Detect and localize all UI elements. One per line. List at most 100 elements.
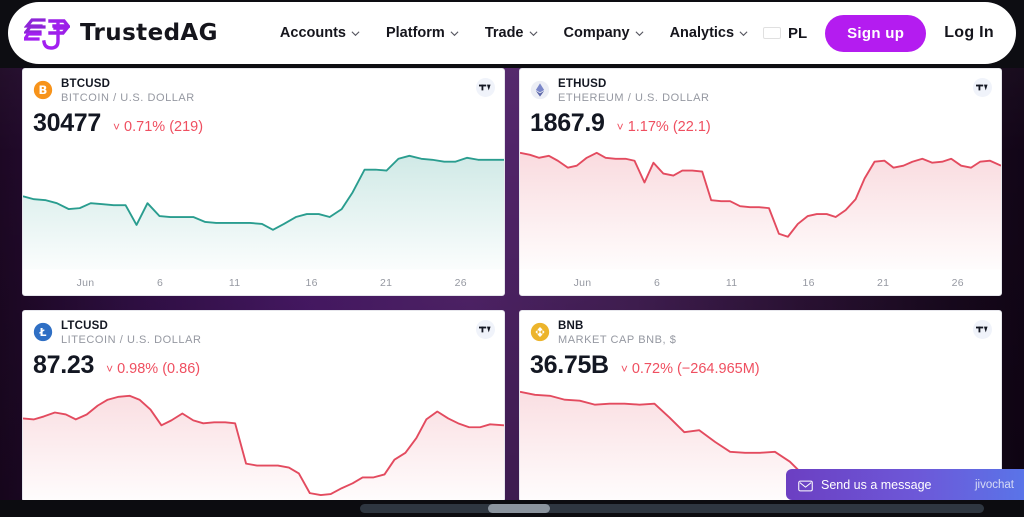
ticker-widget-grid: B BTCUSD BITCOIN / U.S. DOLLAR 30477 ˅ 0…: [22, 68, 1002, 502]
widget-title-row: B BTCUSD BITCOIN / U.S. DOLLAR: [33, 78, 494, 105]
widget-change-value: 0.71% (219): [124, 119, 204, 135]
horizontal-scrollbar-track[interactable]: [360, 504, 984, 513]
x-tick-label: 26: [454, 277, 467, 289]
horizontal-scrollbar-thumb[interactable]: [488, 504, 550, 513]
x-tick-label: 11: [228, 277, 241, 289]
flag-poland-icon: [762, 27, 781, 39]
chevron-down-icon: [635, 29, 644, 38]
widget-header: Ł LTCUSD LITECOIN / U.S. DOLLAR 87.23 ˅ …: [23, 311, 504, 380]
widget-description: BITCOIN / U.S. DOLLAR: [61, 92, 195, 104]
bitcoin-icon: B: [33, 80, 53, 100]
ticker-widget-btcusd[interactable]: B BTCUSD BITCOIN / U.S. DOLLAR 30477 ˅ 0…: [22, 68, 505, 296]
envelope-icon: [798, 479, 813, 491]
arrow-down-icon: ˅: [106, 362, 114, 376]
signup-button[interactable]: Sign up: [825, 14, 927, 52]
widget-header: B BTCUSD BITCOIN / U.S. DOLLAR 30477 ˅ 0…: [23, 69, 504, 138]
price-chart-ethusd: Jun 6 11 16 21 26: [520, 141, 1001, 295]
x-tick-label: 16: [305, 277, 318, 289]
language-code: PL: [787, 24, 808, 42]
chart-svg: [23, 154, 504, 270]
widget-price: 30477: [33, 109, 102, 137]
x-tick-label: 21: [877, 277, 890, 289]
widget-symbol: LTCUSD: [61, 320, 108, 332]
chart-area-fill: [23, 155, 504, 270]
widget-price: 87.23: [33, 351, 95, 379]
price-chart-ltcusd: [23, 383, 504, 501]
svg-text:Ł: Ł: [39, 326, 47, 339]
main-nav: Accounts Platform Trade Company: [280, 25, 748, 41]
widget-title-row: ETHUSD ETHEREUM / U.S. DOLLAR: [530, 78, 991, 105]
widget-change: ˅ 0.72% (−264.965M): [621, 361, 760, 377]
x-tick-label: 6: [654, 277, 661, 289]
brand-name: TrustedAG: [80, 20, 218, 46]
language-switcher[interactable]: PL: [762, 24, 808, 42]
arrow-down-icon: ˅: [113, 120, 121, 134]
nav-item-label: Platform: [385, 25, 445, 41]
nav-item-label: Company: [563, 25, 630, 41]
nav-item-label: Analytics: [669, 25, 735, 41]
litecoin-icon: Ł: [33, 322, 53, 342]
chart-svg: [520, 151, 1001, 270]
x-tick-label: 6: [157, 277, 164, 289]
widget-change-value: 1.17% (22.1): [627, 119, 711, 135]
chart-line: [23, 154, 504, 231]
x-tick-label: 26: [951, 277, 964, 289]
chevron-down-icon: [450, 29, 459, 38]
tradingview-icon[interactable]: [476, 320, 495, 339]
tradingview-icon[interactable]: [973, 78, 992, 97]
nav-item-company[interactable]: Company: [564, 25, 644, 41]
chat-widget-button[interactable]: Send us a message jivochat: [786, 469, 1024, 500]
widget-header: ETHUSD ETHEREUM / U.S. DOLLAR 1867.9 ˅ 1…: [520, 69, 1001, 138]
nav-item-platform[interactable]: Platform: [386, 25, 459, 41]
widget-header: BNB MARKET CAP BNB, $ 36.75B ˅ 0.72% (−2…: [520, 311, 1001, 380]
header-actions: PL Sign up Log In: [762, 14, 998, 52]
widget-price-row: 87.23 ˅ 0.98% (0.86): [33, 351, 494, 380]
x-tick-label: 16: [802, 277, 815, 289]
widget-change: ˅ 0.98% (0.86): [106, 361, 200, 377]
login-button[interactable]: Log In: [944, 24, 994, 41]
chart-svg: [23, 394, 504, 501]
widget-description: LITECOIN / U.S. DOLLAR: [61, 334, 202, 346]
widget-price-row: 36.75B ˅ 0.72% (−264.965M): [530, 351, 991, 380]
header-pill: TrustedAG Accounts Platform Trade: [8, 2, 1016, 64]
widget-description: ETHEREUM / U.S. DOLLAR: [558, 92, 710, 104]
x-tick-label: Jun: [573, 277, 592, 289]
chevron-down-icon: [739, 29, 748, 38]
widget-change: ˅ 1.17% (22.1): [617, 119, 711, 135]
svg-text:B: B: [39, 83, 48, 97]
ethereum-icon: [530, 80, 550, 100]
nav-item-accounts[interactable]: Accounts: [280, 25, 360, 41]
brand[interactable]: TrustedAG: [24, 13, 218, 53]
widget-price-row: 30477 ˅ 0.71% (219): [33, 109, 494, 138]
ticker-widget-ltcusd[interactable]: Ł LTCUSD LITECOIN / U.S. DOLLAR 87.23 ˅ …: [22, 310, 505, 502]
chart-x-axis: Jun 6 11 16 21 26: [23, 277, 504, 291]
chart-area-fill: [520, 152, 1001, 270]
widget-change-value: 0.98% (0.86): [117, 361, 201, 377]
tradingview-icon[interactable]: [973, 320, 992, 339]
arrow-down-icon: ˅: [620, 362, 628, 376]
tradingview-icon[interactable]: [476, 78, 495, 97]
x-tick-label: 11: [725, 277, 738, 289]
arrow-down-icon: ˅: [616, 120, 624, 134]
site-header: TrustedAG Accounts Platform Trade: [0, 0, 1024, 68]
browser-bottom-bar: [0, 500, 1024, 517]
chart-x-axis: Jun 6 11 16 21 26: [520, 277, 1001, 291]
chart-area-fill: [23, 395, 504, 501]
chat-widget-brand: jivochat: [975, 478, 1014, 491]
widget-symbol: BTCUSD: [61, 78, 111, 90]
nav-item-analytics[interactable]: Analytics: [670, 25, 748, 41]
widget-description: MARKET CAP BNB, $: [558, 334, 677, 346]
widget-price: 36.75B: [530, 351, 609, 379]
nav-item-trade[interactable]: Trade: [485, 25, 538, 41]
ticker-widget-ethusd[interactable]: ETHUSD ETHEREUM / U.S. DOLLAR 1867.9 ˅ 1…: [519, 68, 1002, 296]
widget-price-row: 1867.9 ˅ 1.17% (22.1): [530, 109, 991, 138]
x-tick-label: 21: [380, 277, 393, 289]
chevron-down-icon: [351, 29, 360, 38]
chevron-down-icon: [529, 29, 538, 38]
widget-symbol: BNB: [558, 320, 584, 332]
trustedag-logo-icon: [24, 13, 70, 53]
widget-change-value: 0.72% (−264.965M): [631, 361, 760, 377]
chart-line: [520, 151, 1001, 238]
x-tick-label: Jun: [76, 277, 95, 289]
widget-change: ˅ 0.71% (219): [113, 119, 203, 135]
